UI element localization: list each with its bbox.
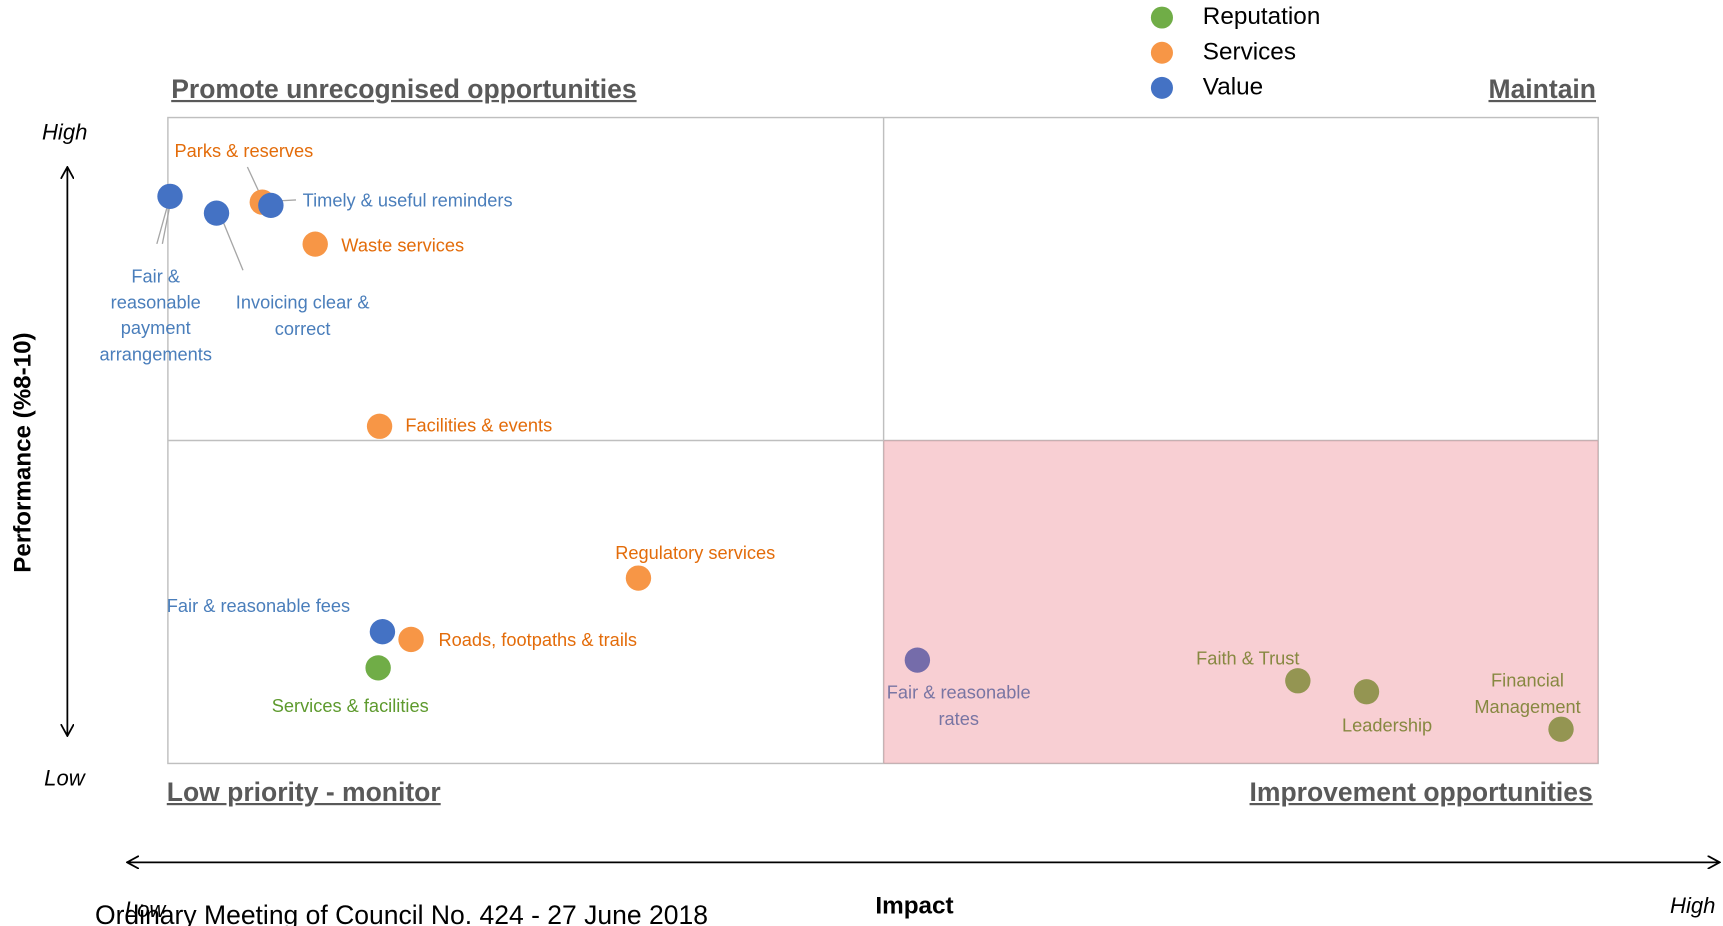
leader-line — [161, 204, 171, 244]
point-label: Timely & useful reminders — [302, 191, 513, 211]
leader-line — [156, 204, 169, 245]
point-label: Fair & reasonable fees — [166, 596, 351, 617]
data-point — [625, 565, 652, 591]
legend-marker — [1150, 76, 1173, 99]
legend-label: Reputation — [1202, 2, 1321, 30]
point-label: Services & facilities — [271, 696, 429, 717]
legend-label: Value — [1202, 72, 1264, 100]
data-point — [1548, 716, 1574, 742]
point-label: Roads, footpaths & trails — [438, 630, 638, 651]
data-point — [366, 413, 393, 439]
point-label: Parks & reserves — [174, 141, 314, 162]
quadrant-title: Low priority - monitor — [166, 777, 441, 808]
point-label: Financial Management — [1474, 671, 1581, 717]
point-label: Fair & reasonable payment arrangements — [99, 266, 212, 365]
data-point — [398, 626, 424, 653]
data-point — [157, 183, 183, 209]
y-low-label: Low — [44, 766, 85, 791]
x-low-label: Low — [124, 898, 166, 923]
footer: Ordinary Meeting of Council No. 424 - 27… — [94, 900, 708, 926]
legend-marker — [1150, 6, 1173, 29]
quadrant-title: Maintain — [1488, 74, 1597, 105]
data-point — [1353, 679, 1380, 705]
quadrant-title: Improvement opportunities — [1249, 777, 1593, 808]
data-point — [365, 655, 391, 681]
x-axis-label: Impact — [875, 893, 953, 920]
data-point — [258, 192, 284, 219]
legend-marker — [1150, 41, 1173, 64]
data-point — [203, 200, 230, 226]
data-point — [904, 647, 931, 673]
x-high-label: High — [1670, 894, 1716, 919]
point-label: Facilities & events — [405, 416, 553, 437]
point-label: Faith & Trust — [1196, 649, 1300, 669]
data-point — [1285, 668, 1311, 694]
point-label: Waste services — [341, 236, 465, 256]
y-high-label: High — [41, 120, 88, 146]
y-axis-label: Performance (%8-10) — [10, 332, 37, 572]
point-label: Fair & reasonable rates — [886, 683, 1031, 730]
point-label: Leadership — [1341, 716, 1433, 736]
data-point — [369, 619, 396, 645]
point-label: Invoicing clear & correct — [235, 293, 370, 340]
leader-line — [220, 216, 244, 271]
quadrant-title: Promote unrecognised opportunities — [171, 74, 637, 105]
data-point — [302, 231, 328, 257]
point-label: Regulatory services — [615, 543, 776, 564]
legend-label: Services — [1202, 37, 1296, 65]
